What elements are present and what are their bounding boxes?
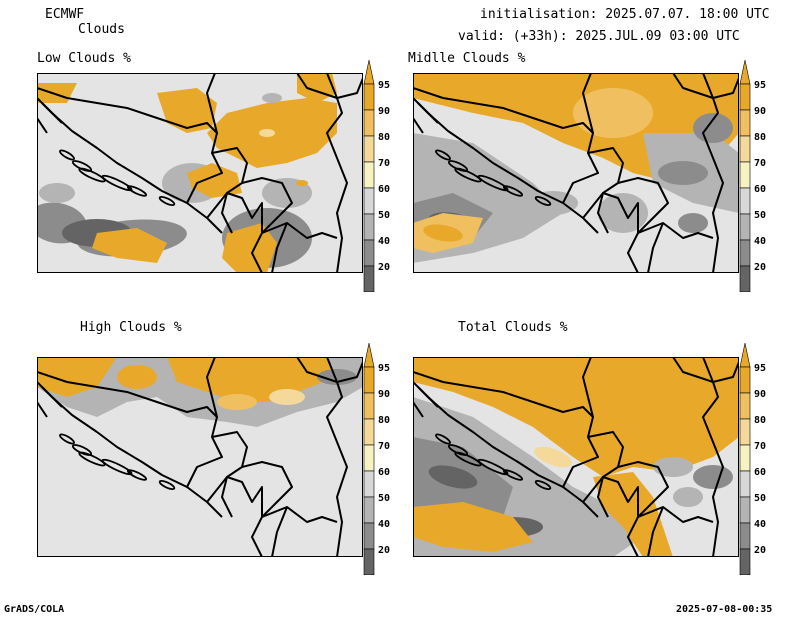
- colorbar-label: 95: [754, 80, 766, 91]
- islands: [59, 149, 176, 206]
- colorbar-segment: [739, 444, 751, 472]
- colorbar-label: 50: [378, 210, 390, 221]
- colorbar-segment: [739, 470, 751, 498]
- colorbar-segment: [363, 548, 375, 575]
- colorbar-label: 60: [378, 467, 390, 478]
- colorbar-label: 20: [754, 262, 766, 273]
- colorbar-label: 90: [754, 389, 766, 400]
- footer-software: GrADS/COLA: [4, 604, 65, 615]
- colorbar-segment: [363, 496, 375, 524]
- colorbar-label: 40: [378, 519, 390, 530]
- colorbar-segment: [739, 187, 751, 215]
- colorbar-segment: [363, 444, 375, 472]
- colorbar-segment: [739, 418, 751, 446]
- country-borders: [413, 73, 739, 273]
- colorbar-high: 95 90 80 70 60 50 40 20: [363, 342, 390, 575]
- map-high-clouds: [37, 357, 363, 557]
- colorbar-label: 80: [754, 415, 766, 426]
- colorbar-segment: [363, 366, 375, 394]
- map-frame: [413, 357, 739, 557]
- colorbar-segment: [739, 213, 751, 241]
- colorbar-arrow-top: [363, 59, 375, 85]
- map-low-clouds: [37, 73, 363, 273]
- colorbar-segment: [363, 265, 375, 292]
- colorbar-label: 40: [378, 236, 390, 247]
- colorbar-label: 80: [754, 132, 766, 143]
- colorbar-segment: [739, 109, 751, 137]
- colorbar-segment: [363, 470, 375, 498]
- colorbar-label: 20: [378, 262, 390, 273]
- colorbar-label: 70: [754, 441, 766, 452]
- panel-title-low: Low Clouds %: [37, 51, 131, 66]
- colorbar-label: 80: [378, 415, 390, 426]
- colorbar-segment: [739, 366, 751, 394]
- colorbar-segment: [363, 187, 375, 215]
- colorbar-segment: [739, 239, 751, 267]
- colorbar-segment: [363, 161, 375, 189]
- colorbar-label: 60: [378, 184, 390, 195]
- colorbar-segment: [363, 135, 375, 163]
- map-frame: [37, 357, 363, 557]
- panel-title-high: High Clouds %: [80, 320, 182, 335]
- colorbar-label: 40: [754, 236, 766, 247]
- colorbar-segment: [739, 392, 751, 420]
- colorbar-label: 50: [378, 493, 390, 504]
- colorbar-label: 50: [754, 493, 766, 504]
- colorbar-label: 20: [378, 545, 390, 556]
- colorbar-label: 60: [754, 184, 766, 195]
- init-time: initialisation: 2025.07.07. 18:00 UTC: [480, 7, 770, 22]
- colorbar-label: 70: [378, 158, 390, 169]
- colorbar-label: 70: [754, 158, 766, 169]
- colorbar-label: 20: [754, 545, 766, 556]
- colorbar-segment: [363, 83, 375, 111]
- country-borders: [37, 357, 363, 557]
- colorbar-segment: [739, 135, 751, 163]
- panel-title-middle: Midlle Clouds %: [408, 51, 526, 66]
- colorbar-segment: [739, 83, 751, 111]
- colorbar-label: 70: [378, 441, 390, 452]
- colorbar-segment: [739, 496, 751, 524]
- colorbar-segment: [363, 418, 375, 446]
- country-borders: [37, 73, 363, 273]
- map-total-clouds: [413, 357, 739, 557]
- colorbar-label: 95: [378, 80, 390, 91]
- islands: [435, 149, 552, 206]
- colorbar-arrow-top: [363, 342, 375, 368]
- islands: [59, 433, 176, 490]
- islands: [435, 433, 552, 490]
- colorbar-middle: 95 90 80 70 60 50 40 20: [739, 59, 766, 292]
- model-name: ECMWF: [45, 7, 85, 22]
- colorbar-segment: [739, 522, 751, 550]
- colorbar-label: 95: [754, 363, 766, 374]
- colorbar-segment: [363, 239, 375, 267]
- colorbar-arrow-top: [739, 342, 751, 368]
- valid-time: valid: (+33h): 2025.JUL.09 03:00 UTC: [458, 29, 740, 44]
- footer-timestamp: 2025-07-08-00:35: [676, 604, 773, 615]
- panel-title-total: Total Clouds %: [458, 320, 568, 335]
- colorbar-label: 40: [754, 519, 766, 530]
- colorbar-segment: [739, 265, 751, 292]
- colorbar-segment: [363, 213, 375, 241]
- colorbar-label: 95: [378, 363, 390, 374]
- colorbar-low: 95 90 80 70 60 50 40 20: [363, 59, 390, 292]
- colorbar-segment: [363, 392, 375, 420]
- product-name: Clouds: [78, 22, 125, 37]
- colorbar-label: 90: [378, 106, 390, 117]
- country-borders: [413, 357, 739, 557]
- colorbar-label: 60: [754, 467, 766, 478]
- colorbar-segment: [739, 548, 751, 575]
- colorbar-label: 90: [378, 389, 390, 400]
- colorbar-segment: [363, 522, 375, 550]
- colorbar-label: 50: [754, 210, 766, 221]
- colorbar-segment: [739, 161, 751, 189]
- colorbar-total: 95 90 80 70 60 50 40 20: [739, 342, 766, 575]
- colorbar-label: 90: [754, 106, 766, 117]
- colorbar-label: 80: [378, 132, 390, 143]
- colorbar-segment: [363, 109, 375, 137]
- map-middle-clouds: [413, 73, 739, 273]
- map-frame: [37, 73, 363, 273]
- map-frame: [413, 73, 739, 273]
- colorbar-arrow-top: [739, 59, 751, 85]
